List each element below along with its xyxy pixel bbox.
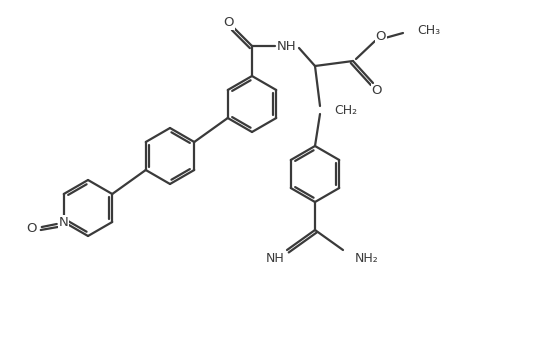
Text: NH₂: NH₂ [355,252,379,265]
Text: O: O [26,221,37,234]
Text: NH: NH [266,252,284,265]
Text: NH: NH [277,40,297,53]
Text: O: O [372,85,382,98]
Text: CH₃: CH₃ [417,24,440,37]
Text: N: N [59,216,69,229]
Text: CH₂: CH₂ [334,105,357,118]
Text: O: O [224,16,234,29]
Text: O: O [376,29,386,42]
